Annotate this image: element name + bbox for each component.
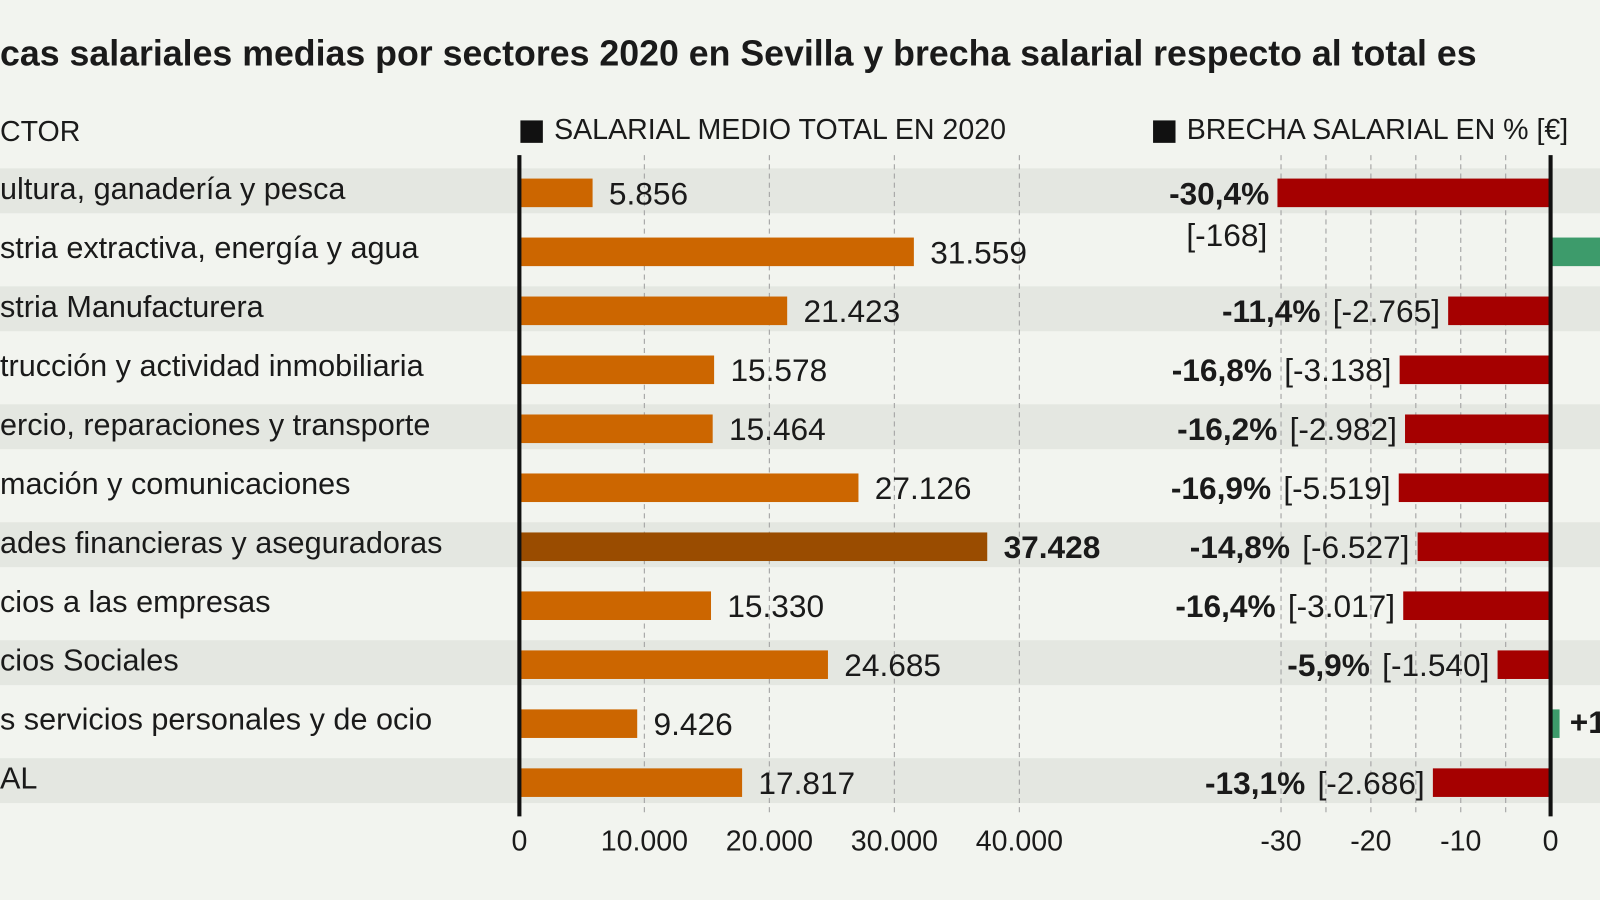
legend-swatch (520, 120, 543, 143)
x-tick-label: 40.000 (976, 825, 1063, 857)
value-label: +1 (1570, 704, 1600, 740)
value-label: -13,1% (1205, 765, 1305, 801)
bar (519, 178, 593, 208)
value-label: -14,8% (1190, 529, 1290, 565)
bar (519, 355, 715, 385)
category-label: ercio, reparaciones y transporte (0, 408, 430, 442)
x-tick-label: 30.000 (851, 825, 938, 857)
row-band (0, 286, 1600, 332)
value-label: -16,9% (1171, 470, 1271, 506)
value-label: 15.330 (727, 588, 824, 624)
bar (519, 414, 713, 444)
euro-label: [-5.519] (1283, 470, 1390, 506)
value-label: 15.464 (729, 411, 826, 447)
bar (519, 650, 828, 679)
x-tick-label: -10 (1440, 825, 1481, 857)
row-band (0, 404, 1600, 450)
bar (1417, 532, 1551, 562)
bar (1497, 650, 1551, 679)
category-header: CTOR (0, 116, 80, 148)
x-tick-label: 0 (511, 825, 527, 857)
value-label: -5,9% (1287, 647, 1370, 683)
bar (1448, 296, 1551, 326)
value-label: 15.578 (730, 352, 827, 388)
x-tick-label: -20 (1350, 825, 1391, 857)
bar (519, 709, 638, 738)
category-label: stria extractiva, energía y agua (0, 231, 420, 265)
value-label: 37.428 (1004, 529, 1101, 565)
bar (1405, 414, 1551, 444)
euro-label: [-2.765] (1333, 293, 1440, 329)
value-label: 9.426 (654, 706, 733, 742)
value-label: 21.423 (804, 293, 901, 329)
bar (519, 473, 859, 503)
bar (519, 296, 788, 326)
bar (1399, 355, 1551, 385)
plot: 0 10.000 20.000 30.000 40.000 ultura, ganader… (0, 155, 1600, 857)
category-label: s servicios personales y de ocio (0, 703, 432, 737)
category-label: ades financieras y aseguradoras (0, 526, 442, 560)
value-label: 24.685 (844, 647, 941, 683)
value-label: -30,4% (1169, 175, 1269, 211)
bar (519, 591, 712, 620)
category-label: cios Sociales (0, 644, 179, 678)
value-label: -16,8% (1172, 352, 1272, 388)
category-label: cios a las empresas (0, 585, 271, 619)
euro-label: [-168] (1186, 217, 1267, 253)
bar (1550, 237, 1600, 267)
category-label: ultura, ganadería y pesca (0, 172, 346, 206)
legend-swatch (1153, 120, 1176, 143)
euro-label: [-3.017] (1288, 588, 1395, 624)
row-band (0, 758, 1600, 804)
category-label: stria Manufacturera (0, 290, 265, 324)
value-label: 27.126 (875, 470, 972, 506)
euro-label: [-1.540] (1382, 647, 1489, 683)
bar (519, 532, 988, 562)
legend-label: BRECHA SALARIAL EN % [€] (1187, 114, 1569, 146)
euro-label: [-2.686] (1317, 765, 1424, 801)
value-label: -11,4% (1222, 293, 1320, 329)
euro-label: [-3.138] (1284, 352, 1391, 388)
bar (1403, 591, 1551, 620)
value-label: -16,2% (1177, 411, 1277, 447)
category-label: trucción y actividad inmobiliaria (0, 349, 425, 383)
legend-label: SALARIAL MEDIO TOTAL EN 2020 (554, 114, 1006, 146)
value-label: 5.856 (609, 175, 688, 211)
euro-label: [-2.982] (1290, 411, 1397, 447)
value-label: 31.559 (930, 234, 1027, 270)
bar (1432, 768, 1551, 797)
category-label: mación y comunicaciones (0, 467, 350, 501)
gap-panel (1277, 155, 1600, 817)
x-tick-label: 10.000 (601, 825, 688, 857)
chart-title: cas salariales medias por sectores 2020 … (0, 34, 1477, 74)
bar (519, 768, 743, 797)
x-tick-label: -30 (1260, 825, 1301, 857)
x-tick-label: 20.000 (726, 825, 813, 857)
bar (519, 237, 914, 267)
value-label: -16,4% (1175, 588, 1275, 624)
bar (1277, 178, 1551, 208)
category-label: AL (0, 762, 37, 796)
x-tick-label: 0 (1543, 825, 1559, 857)
bar (1398, 473, 1551, 503)
value-label: 17.817 (758, 765, 855, 801)
euro-label: [-6.527] (1302, 529, 1409, 565)
bar (1550, 709, 1560, 738)
